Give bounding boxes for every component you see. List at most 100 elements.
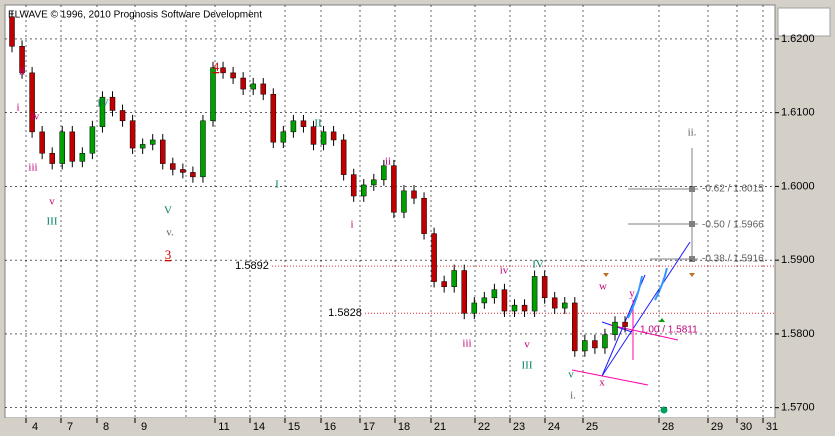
candle-body <box>350 174 357 197</box>
candle-body <box>9 16 15 47</box>
y-tick-label: 1.5800 <box>781 328 815 340</box>
candle-body <box>180 169 186 173</box>
wave-label: V <box>164 205 172 217</box>
candle-body <box>501 289 508 312</box>
x-tick-label: 18 <box>398 421 410 433</box>
candle-body <box>300 120 307 127</box>
x-tick-label: 7 <box>67 421 73 433</box>
wave-label: ii <box>385 156 391 168</box>
candle-body <box>511 304 518 312</box>
x-tick-label: 25 <box>586 421 598 433</box>
candle-body <box>230 72 236 79</box>
candle-body <box>592 340 598 349</box>
candle-body <box>572 302 578 352</box>
x-tick-label: 31 <box>766 421 778 433</box>
x-tick-label: 17 <box>363 421 375 433</box>
candle-body <box>39 131 45 154</box>
level-label: 1.5828 <box>328 307 362 319</box>
wave-label: -0.50 / 1.5966 <box>702 220 764 231</box>
candle-body <box>411 190 417 199</box>
wave-label: iv <box>31 111 40 123</box>
candle-body <box>270 93 277 143</box>
wave-label: III <box>522 360 533 372</box>
wave-label: III <box>47 216 58 228</box>
x-tick-label: 8 <box>103 421 109 433</box>
candle-body <box>491 289 498 299</box>
candle-body <box>119 110 126 122</box>
candle-body <box>361 184 367 197</box>
candle-body <box>170 163 176 170</box>
candle-body <box>250 83 256 90</box>
candle-body <box>582 340 588 352</box>
candle-body <box>461 270 467 314</box>
x-tick-label: 23 <box>513 421 525 433</box>
wave-label: v <box>568 369 574 381</box>
projection-arrows <box>627 267 668 319</box>
candle-body <box>220 67 226 74</box>
candle-body <box>190 172 196 178</box>
wave-label: -0.62 / 1.6015 <box>702 184 764 195</box>
wave-label: v <box>49 196 55 208</box>
candle-body <box>401 190 407 213</box>
plot-area <box>4 4 776 419</box>
x-tick-label: 30 <box>740 421 752 433</box>
x-tick-label: 14 <box>253 421 265 433</box>
wave-label: ii <box>19 66 25 78</box>
wave-label: w <box>599 281 607 293</box>
candle-body <box>481 297 488 304</box>
candle-body <box>340 139 347 175</box>
candle-body <box>129 120 136 149</box>
wave-label: iv <box>500 265 509 277</box>
candle-body <box>381 165 387 181</box>
y-tick-label: 1.5900 <box>781 254 815 266</box>
candle-body <box>531 276 538 312</box>
x-axis-band <box>0 418 835 436</box>
corner-box <box>777 7 831 37</box>
fib-markers <box>689 186 695 262</box>
candle-body <box>431 233 437 282</box>
candle-body <box>29 72 35 133</box>
wave-label: -0.38 / 1.5916 <box>702 254 764 265</box>
candle-body <box>210 67 216 122</box>
wave-label: i <box>16 102 19 114</box>
wave-label: IV <box>532 259 544 271</box>
y-tick-label: 1.5700 <box>781 402 815 414</box>
wave-label: iii <box>462 338 471 350</box>
y-tick-label: 1.6200 <box>781 33 815 45</box>
candle-body <box>240 77 246 90</box>
candle-body <box>149 139 156 145</box>
y-tick-label: 1.6100 <box>781 107 815 119</box>
candle-body <box>290 120 297 133</box>
candle-body <box>320 131 327 145</box>
x-tick-label: 21 <box>434 421 446 433</box>
wave-label: 4 <box>213 59 220 74</box>
candle-body <box>69 131 76 162</box>
wave-label: IV <box>97 98 109 110</box>
candle-body <box>49 152 55 164</box>
x-tick-label: 15 <box>288 421 300 433</box>
candle-body <box>391 165 397 213</box>
x-tick-label: 9 <box>141 421 147 433</box>
candle-body <box>441 281 447 287</box>
y-tick-label: 1.6000 <box>781 180 815 192</box>
wave-label: i. <box>570 390 576 402</box>
candle-body <box>19 46 25 74</box>
candle-body <box>330 131 337 141</box>
candle-body <box>139 144 146 149</box>
candle-body <box>371 179 377 186</box>
x-tick-label: 28 <box>662 421 674 433</box>
wave-label: x <box>599 377 605 389</box>
candle-body <box>59 131 65 164</box>
candle-body <box>541 276 548 299</box>
candle-body <box>200 120 206 178</box>
candle-body <box>160 139 166 164</box>
candle-body <box>89 126 96 154</box>
candle-body <box>602 334 608 349</box>
x-tick-label: 11 <box>218 421 229 433</box>
wave-label: 1.00 / 1.5811 <box>640 325 698 336</box>
wave-label: ii. <box>688 127 697 139</box>
candle-body <box>99 96 106 127</box>
candle-body <box>471 302 478 314</box>
x-tick-label: 24 <box>548 421 560 433</box>
candle-body <box>622 321 628 327</box>
